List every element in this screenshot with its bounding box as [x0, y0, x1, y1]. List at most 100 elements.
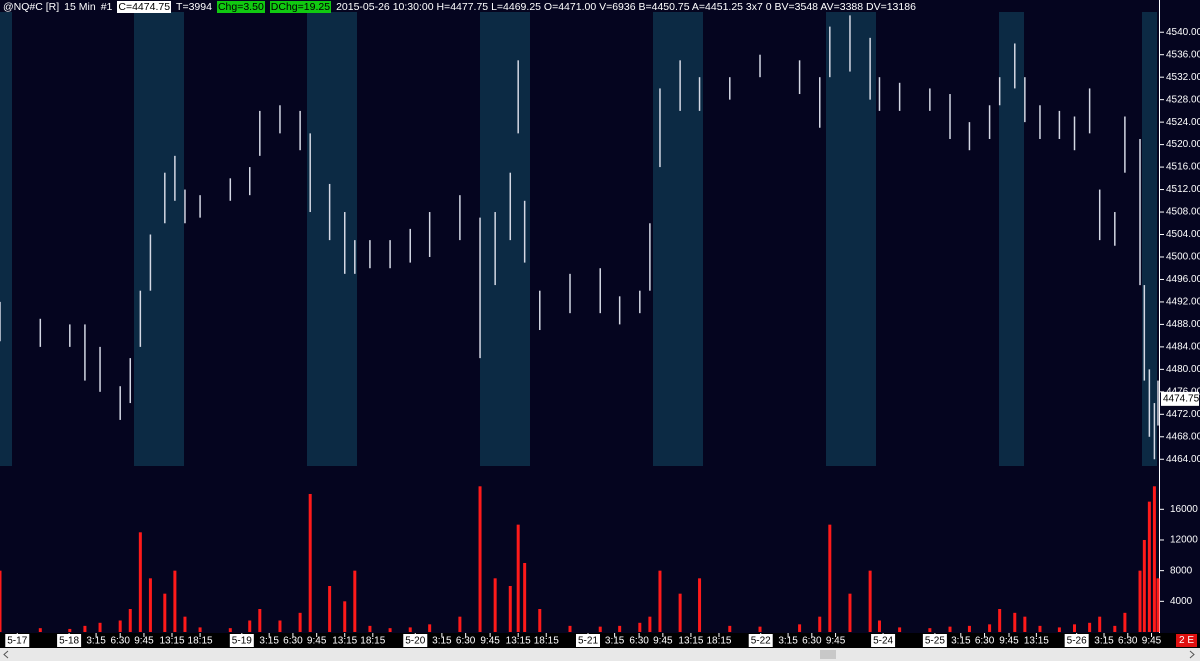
- y-tick-label: 4504.00: [1166, 229, 1200, 240]
- volume-bar: [798, 624, 802, 632]
- volume-bar: [248, 620, 252, 632]
- volume-bar: [1123, 612, 1127, 632]
- volume-bar: [368, 625, 372, 632]
- volume-bar: [38, 628, 42, 632]
- volume-bar: [1088, 622, 1092, 632]
- x-tick-label: 13:15: [678, 636, 703, 647]
- y-tick-label: 4480.00: [1166, 364, 1200, 375]
- volume-bar: [198, 627, 202, 632]
- date-box: [403, 634, 428, 647]
- volume-bar: [998, 608, 1002, 632]
- volume-bar: [658, 570, 662, 632]
- volume-bar: [598, 626, 602, 632]
- volume-bar: [1023, 616, 1027, 632]
- x-tick-label: 13:15: [506, 636, 531, 647]
- volume-bar: [388, 628, 392, 632]
- volume-bar: [163, 593, 167, 632]
- last-price-label: 4474.75: [1163, 393, 1200, 404]
- x-tick-label: 9:45: [1142, 636, 1162, 647]
- x-tick-label: 6:30: [456, 636, 476, 647]
- x-tick-label: 5-21: [578, 636, 598, 647]
- volume-bar: [278, 620, 282, 632]
- interval: 15 Min: [64, 1, 96, 13]
- y-tick-label: 4508.00: [1166, 207, 1200, 218]
- x-tick-label: 18:15: [534, 636, 559, 647]
- volume-bar: [538, 608, 542, 632]
- y-tick-label: 4532.00: [1166, 72, 1200, 83]
- volume-bar: [848, 593, 852, 632]
- volume-bar: [1156, 578, 1160, 632]
- last-price-box: [1161, 391, 1199, 406]
- volume-bar: [568, 625, 572, 632]
- date-box: [5, 634, 30, 647]
- scroll-thumb[interactable]: [820, 650, 836, 659]
- scroll-left[interactable]: [3, 650, 9, 659]
- scroll-right[interactable]: [1189, 650, 1195, 659]
- y-tick-label: 4464.00: [1166, 454, 1200, 465]
- volume-bar: [818, 616, 822, 632]
- x-tick-label: 3:15: [86, 636, 106, 647]
- y2-tick-label: 16000: [1170, 504, 1198, 515]
- time-axis: [0, 633, 1200, 648]
- session-shading: [0, 12, 1157, 466]
- y2-tick-label: 12000: [1170, 535, 1198, 546]
- volume-bar: [928, 628, 932, 632]
- volume-bar: [118, 620, 122, 632]
- ticks: T=3994: [176, 1, 212, 13]
- x-tick-label: 9:45: [134, 636, 154, 647]
- x-tick-label: 5-18: [59, 636, 79, 647]
- x-tick-label: 9:45: [480, 636, 500, 647]
- volume-bar: [1113, 625, 1117, 632]
- y-tick-label: 4488.00: [1166, 319, 1200, 330]
- volume-bar: [523, 562, 527, 632]
- scrollbar[interactable]: [0, 648, 1200, 661]
- volume-bar: [1138, 570, 1142, 632]
- y-tick-label: 4472.00: [1166, 409, 1200, 420]
- x-tick-label: 3:15: [259, 636, 279, 647]
- y-tick-label: 4528.00: [1166, 94, 1200, 105]
- volume-bar: [478, 486, 482, 632]
- x-tick-label: 5-22: [751, 636, 771, 647]
- volume-bar: [1038, 625, 1042, 632]
- x-tick-label: 5-20: [405, 636, 425, 647]
- x-tick-label: 3:15: [951, 636, 971, 647]
- date-box: [1064, 634, 1089, 647]
- x-tick-label: 3:15: [432, 636, 452, 647]
- date-box: [229, 634, 254, 647]
- x-tick-label: 6:30: [283, 636, 303, 647]
- x-tick-label: 3:15: [1094, 636, 1114, 647]
- x-tick-label: 6:30: [629, 636, 649, 647]
- volume-bar: [173, 570, 177, 632]
- y2-tick-label: 4000: [1170, 596, 1193, 607]
- volume-bar: [648, 616, 652, 632]
- volume-bar: [83, 625, 87, 632]
- volume-bar: [516, 524, 520, 632]
- volume-bar: [1057, 627, 1061, 632]
- details: 2015-05-26 10:30:00 H=4477.75 L=4469.25 …: [336, 1, 916, 13]
- x-tick-label: 5-19: [232, 636, 252, 647]
- x-tick-label: 6:30: [1118, 636, 1138, 647]
- y-tick-label: 4512.00: [1166, 184, 1200, 195]
- volume-bar: [68, 628, 72, 632]
- x-tick-label: 13:15: [1024, 636, 1049, 647]
- y-tick-label: 4492.00: [1166, 297, 1200, 308]
- volume-bar: [898, 627, 902, 632]
- x-tick-label: 5-24: [873, 636, 893, 647]
- volume-bar: [1152, 486, 1156, 632]
- volume-bar: [728, 625, 732, 632]
- volume-bar: [298, 612, 302, 632]
- close: C=4474.75: [117, 1, 172, 13]
- volume-bar: [618, 625, 622, 632]
- volume-bar: [308, 493, 312, 632]
- volume-bar: [1098, 616, 1102, 632]
- x-tick-label: 5-26: [1067, 636, 1087, 647]
- volume-bar: [508, 585, 512, 632]
- volume-bar: [258, 608, 262, 632]
- y-tick-label: 4496.00: [1166, 274, 1200, 285]
- volume-bar: [758, 626, 762, 632]
- volume-bar: [138, 532, 142, 632]
- volume-bar: [1013, 612, 1017, 632]
- volume-bar: [1147, 501, 1151, 632]
